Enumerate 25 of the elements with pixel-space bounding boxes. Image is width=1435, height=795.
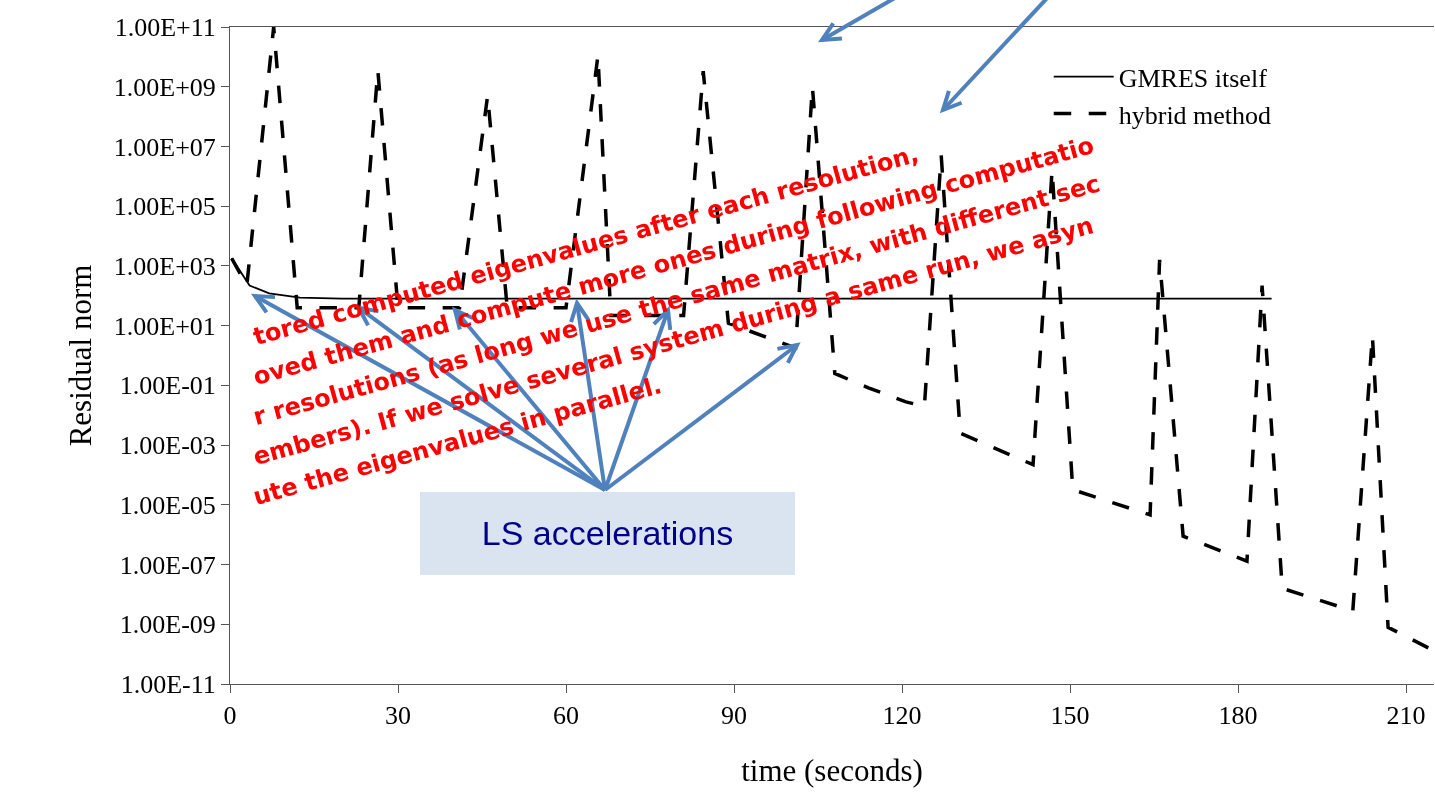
x-tick-label: 90 [721, 701, 747, 731]
y-tick-label: 1.00E+07 [113, 132, 216, 162]
y-tick-label: 1.00E-05 [119, 490, 216, 520]
x-tick-label: 60 [553, 701, 579, 731]
x-tick-label: 120 [882, 701, 922, 731]
x-axis-title: time (seconds) [741, 753, 923, 789]
y-tick-label: 1.00E+09 [113, 72, 216, 102]
x-tick-label: 30 [385, 701, 411, 731]
legend-label: GMRES itself [1118, 63, 1268, 93]
x-tick-label: 180 [1218, 701, 1258, 731]
y-tick-label: 1.00E+03 [113, 252, 216, 282]
x-tick-label: 210 [1386, 701, 1426, 731]
y-tick-label: 1.00E-07 [119, 550, 216, 580]
y-tick-label: 1.00E+05 [113, 192, 216, 222]
x-tick-label: 150 [1050, 701, 1090, 731]
y-tick-label: 1.00E-01 [119, 371, 216, 401]
x-tick-label: 0 [223, 701, 237, 731]
y-tick-label: 1.00E+01 [113, 311, 216, 341]
annotation: LS accelerations [481, 514, 734, 552]
y-tick-label: 1.00E-03 [119, 431, 216, 461]
y-tick-label: 1.00E-09 [119, 610, 216, 640]
y-tick-label: 1.00E-11 [120, 670, 216, 700]
y-tick-label: 1.00E+11 [114, 13, 216, 43]
y-axis-title: Residual norm [63, 264, 99, 447]
legend-label: hybrid method [1118, 100, 1272, 130]
